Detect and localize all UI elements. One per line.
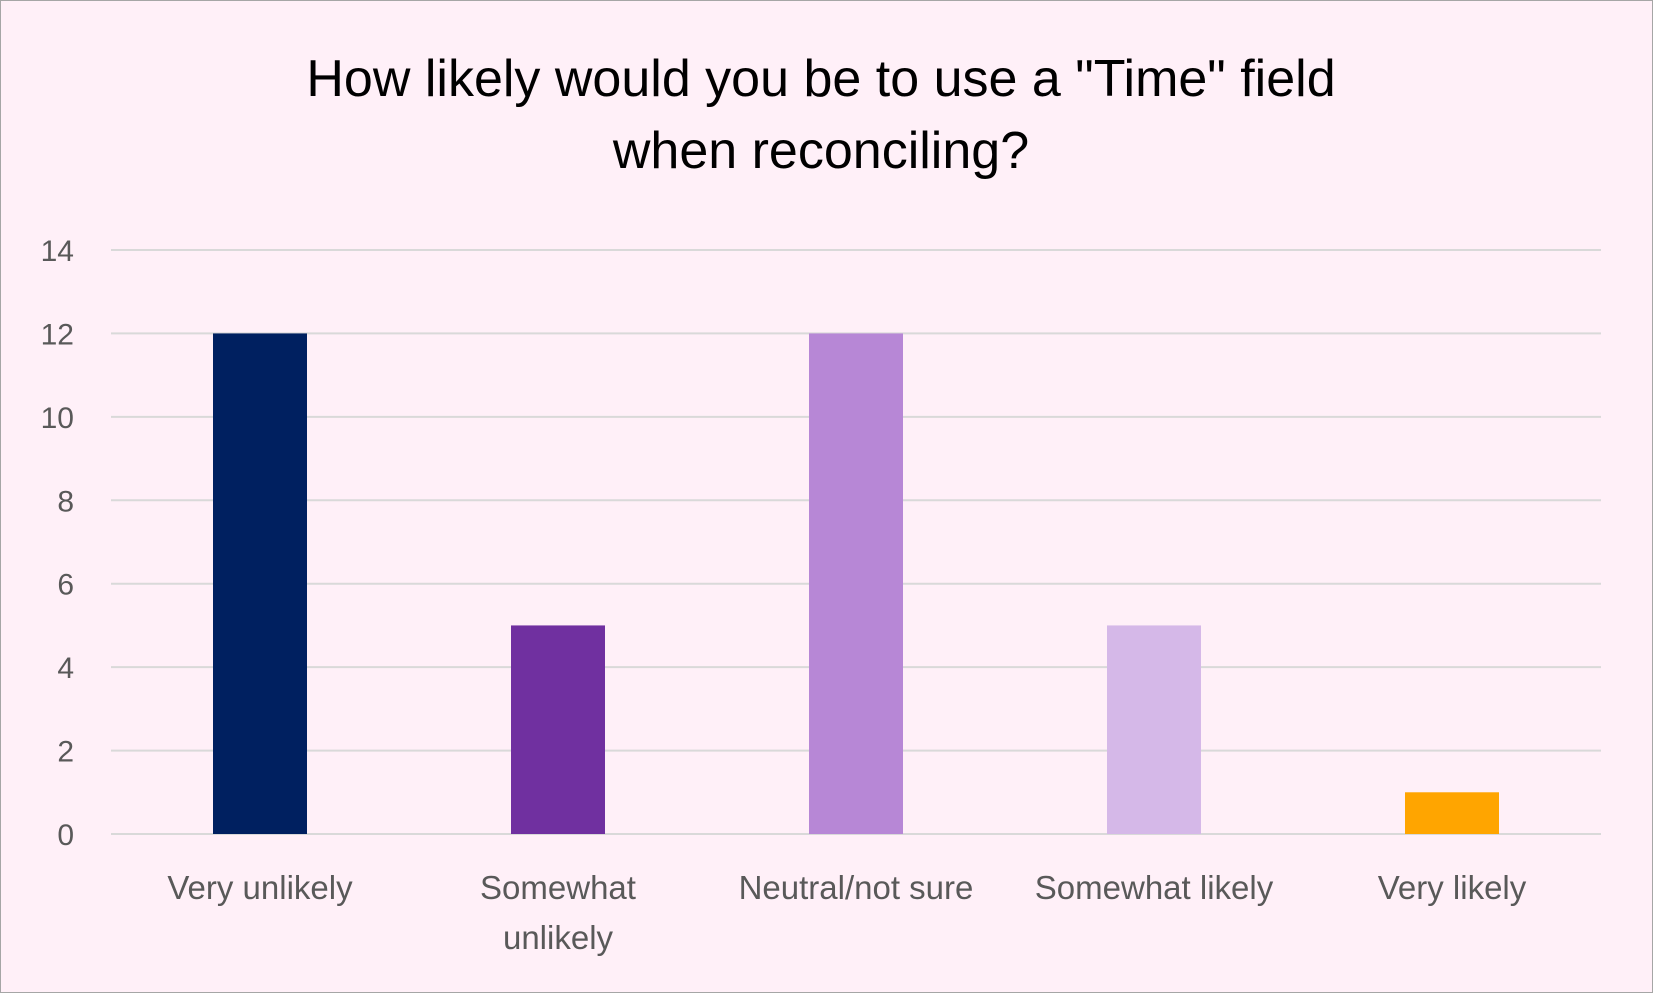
y-tick-label: 0 [57,819,74,852]
y-tick-label: 4 [57,652,74,685]
y-tick-label: 8 [57,485,74,518]
bar-somewhat-unlikely [511,625,605,834]
bars [213,333,1499,834]
x-category-label: Very likely [1378,869,1527,906]
x-category-label: Neutral/not sure [739,869,974,906]
x-axis-category-labels: Very unlikely Somewhat unlikely Neutral/not… [167,869,1526,956]
bar-neutral-not-sure [809,333,903,834]
x-category-label: Somewhat likely [1035,869,1274,906]
y-tick-label: 14 [41,235,74,268]
y-tick-label: 10 [41,402,74,435]
y-axis-ticks: 0 2 4 6 8 10 12 14 [41,235,74,852]
bar-somewhat-likely [1107,625,1201,834]
x-category-label: Somewhat unlikely [480,869,636,956]
y-tick-label: 6 [57,569,74,602]
chart-title: How likely would you be to use a "Time" … [306,50,1336,180]
y-tick-label: 12 [41,318,74,351]
y-tick-label: 2 [57,736,74,769]
bar-very-unlikely [213,333,307,834]
bar-very-likely [1405,792,1499,834]
x-category-label: Very unlikely [167,869,353,906]
